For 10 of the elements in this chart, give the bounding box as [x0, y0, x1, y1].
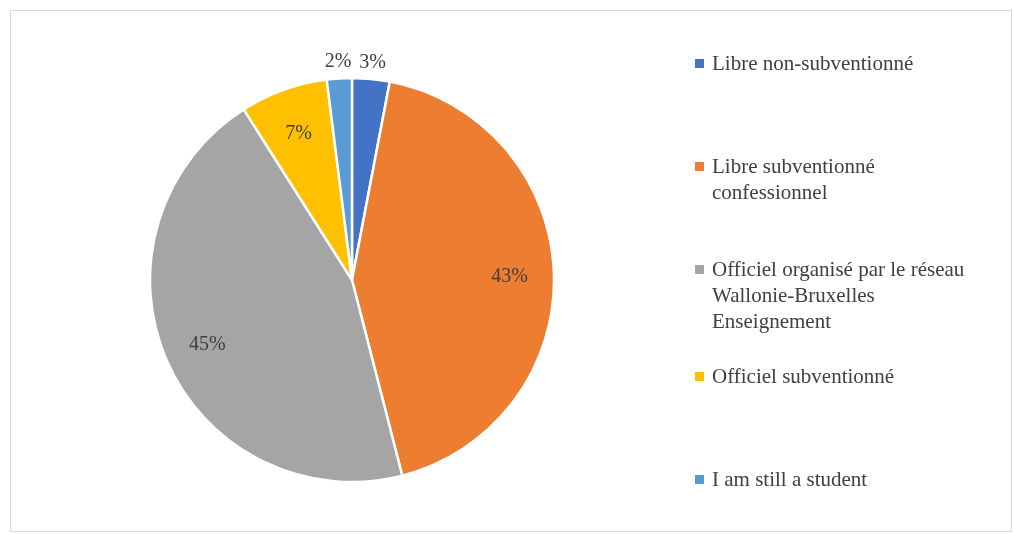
legend-label: Libre non-subventionné — [712, 50, 915, 76]
legend-label: Officiel organisé par le réseau Wallonie-Bruxelles Enseignement — [712, 256, 966, 334]
legend-label: Libre subventionné confessionnel — [712, 153, 876, 205]
legend-label: Officiel subventionné — [712, 363, 896, 389]
data-label: 2% — [324, 49, 352, 72]
legend-label: I am still a student — [712, 466, 869, 492]
data-label: 3% — [359, 49, 387, 72]
data-label: 45% — [189, 331, 226, 354]
data-label: 43% — [491, 264, 528, 287]
data-label: 7% — [285, 120, 312, 143]
